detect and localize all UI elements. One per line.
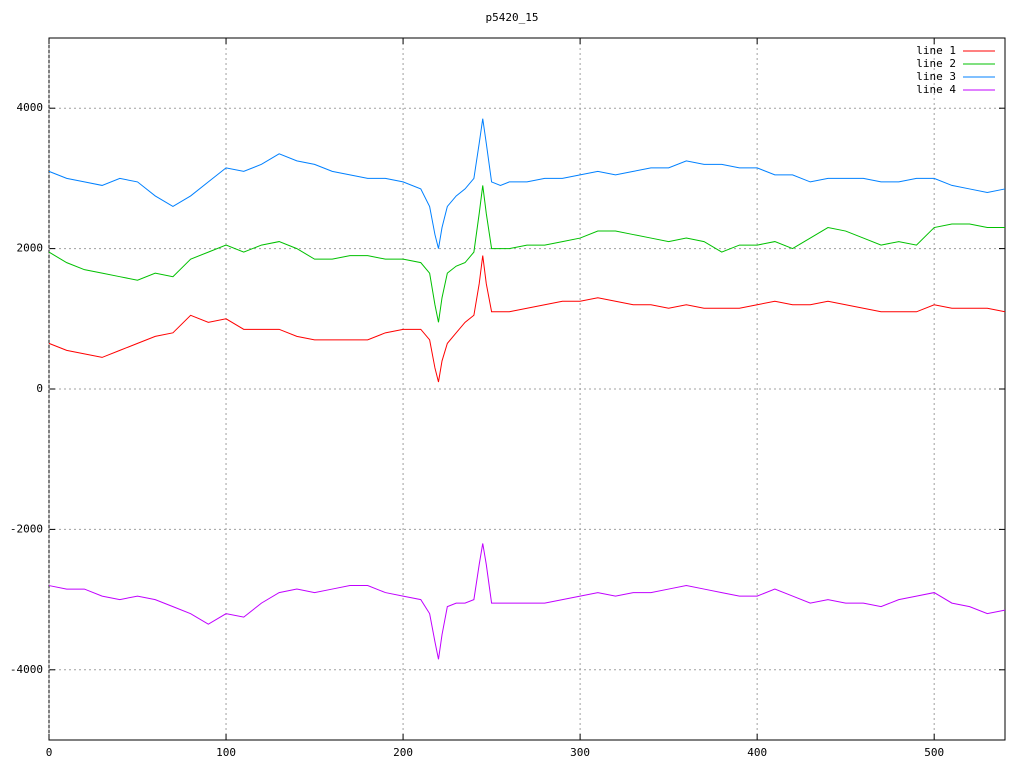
legend-label: line 1 xyxy=(916,44,956,57)
x-tick-label: 200 xyxy=(393,746,413,759)
y-tick-label: -4000 xyxy=(10,663,43,676)
chart-title: p5420_15 xyxy=(486,11,539,24)
y-tick-label: 2000 xyxy=(17,242,44,255)
x-tick-label: 0 xyxy=(46,746,53,759)
data-line xyxy=(48,118,1006,249)
y-tick-label: -2000 xyxy=(10,522,43,535)
y-tick-label: 0 xyxy=(36,382,43,395)
y-tick-label: 4000 xyxy=(17,101,44,114)
data-line xyxy=(48,543,1006,660)
data-line xyxy=(48,255,1006,383)
legend-label: line 3 xyxy=(916,70,956,83)
legend-label: line 4 xyxy=(916,83,956,96)
x-tick-label: 100 xyxy=(216,746,236,759)
legend-label: line 2 xyxy=(916,57,956,70)
plot-frame xyxy=(48,37,1006,741)
data-line xyxy=(48,185,1005,323)
x-tick-label: 300 xyxy=(570,746,590,759)
x-tick-label: 500 xyxy=(924,746,944,759)
x-tick-label: 400 xyxy=(747,746,767,759)
